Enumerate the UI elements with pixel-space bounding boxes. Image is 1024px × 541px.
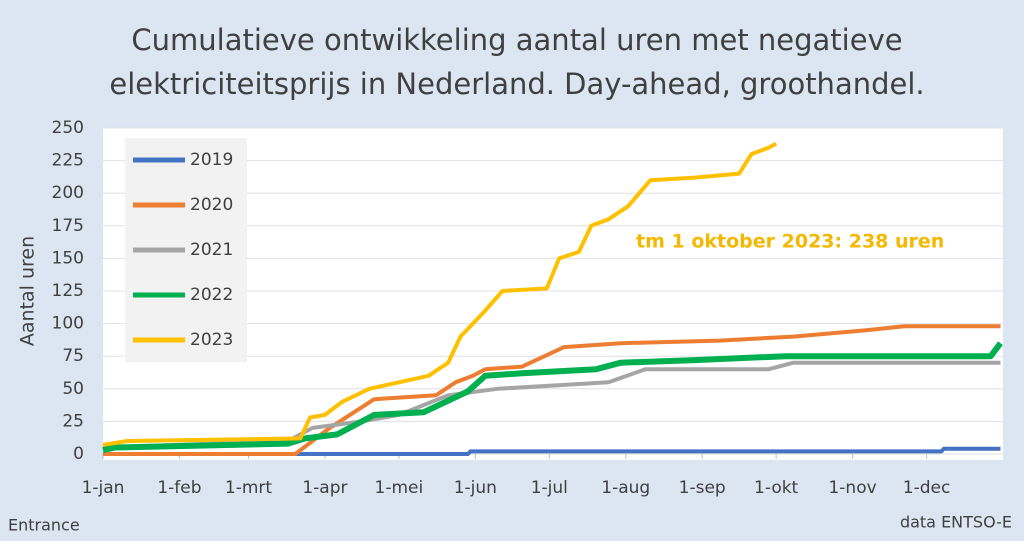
y-axis-label: Aantal uren (17, 236, 39, 346)
x-tick-label: 1-okt (754, 478, 799, 498)
y-tick-label: 225 (52, 151, 84, 171)
legend-label: 2021 (190, 240, 233, 260)
plot-area (103, 128, 1003, 460)
legend-label: 2023 (190, 330, 233, 350)
series-line (102, 360, 1001, 450)
x-tick-label: 1-nov (828, 478, 876, 498)
y-tick-label: 150 (52, 248, 84, 268)
x-tick-label: 1-feb (157, 478, 201, 498)
x-tick-label: 1-jan (82, 478, 125, 498)
y-tick-label: 50 (62, 379, 84, 399)
series-line (103, 446, 1001, 456)
x-tick-label: 1-jul (531, 478, 568, 498)
y-tick-label: 250 (52, 118, 84, 138)
x-tick-label: 1-dec (903, 478, 951, 498)
legend-label: 2019 (190, 150, 233, 170)
y-tick-label: 200 (52, 183, 84, 203)
annotation: tm 1 oktober 2023: 238 uren (636, 231, 944, 253)
chart-title: Cumulatieve ontwikkeling aantal uren met… (131, 23, 902, 57)
x-tick-label: 1-apr (302, 478, 347, 498)
series-line (103, 324, 1001, 456)
chart-title: elektriciteitsprijs in Nederland. Day-ah… (109, 67, 924, 101)
y-tick-label: 125 (52, 281, 84, 301)
x-tick-label: 1-sep (679, 478, 726, 498)
y-tick-label: 0 (73, 444, 84, 464)
y-tick-label: 75 (62, 346, 84, 366)
y-tick-label: 100 (52, 314, 84, 334)
legend-label: 2022 (190, 285, 233, 305)
y-tick-label: 25 (62, 411, 84, 431)
x-tick-label: 1-mei (375, 478, 424, 498)
legend-label: 2020 (190, 195, 233, 215)
x-tick-label: 1-jun (454, 478, 497, 498)
x-tick-label: 1-aug (601, 478, 650, 498)
source-left: Entrance (8, 516, 80, 535)
x-tick-label: 1-mrt (225, 478, 272, 498)
source-right: data ENTSO-E (900, 513, 1012, 532)
y-tick-label: 175 (52, 216, 84, 236)
series-line (102, 141, 778, 447)
